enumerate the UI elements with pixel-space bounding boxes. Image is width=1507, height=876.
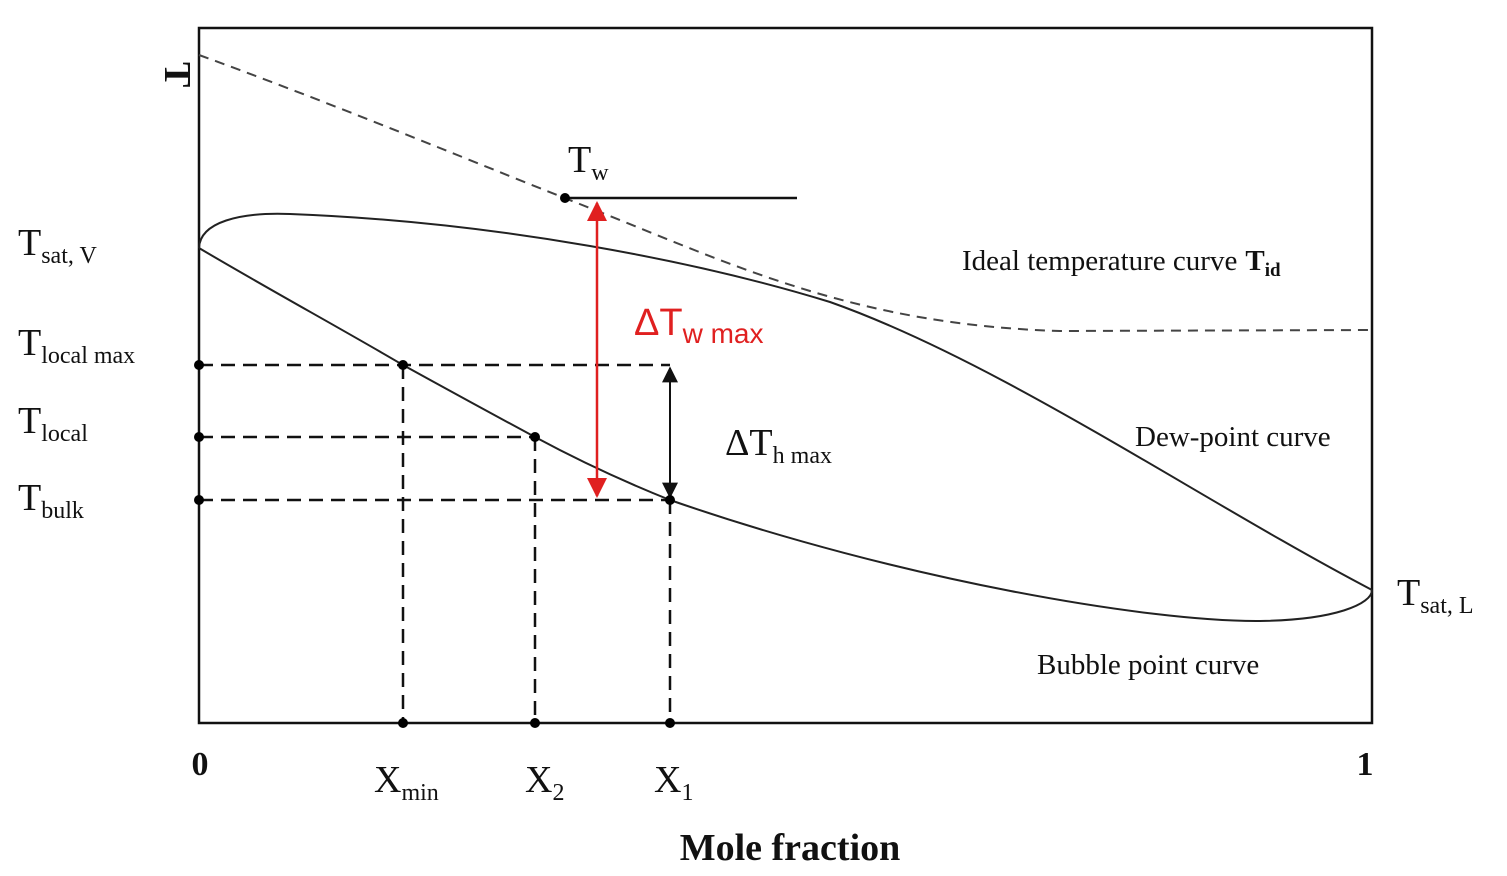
label-part: T [568, 139, 591, 181]
ideal-curve-label: Ideal temperature curve Tid [962, 245, 1281, 281]
left-label: Tlocal [18, 400, 88, 447]
wall-label: Tw [568, 139, 609, 186]
label-part: ΔT [634, 302, 683, 344]
label-part: X [374, 759, 401, 801]
x-start: 0 [192, 746, 209, 783]
label-part: T [18, 477, 41, 519]
label-part: 1 [681, 780, 693, 806]
label-part: T [18, 222, 41, 264]
bubble-curve [198, 247, 1373, 623]
points [194, 193, 675, 728]
label-part: h max [773, 443, 832, 469]
label-part: local max [41, 343, 135, 369]
label-part: w max [682, 318, 764, 349]
bubble-curve-label: Bubble point curve [1037, 649, 1259, 681]
label-part: X [654, 759, 681, 801]
label-part: bulk [41, 498, 84, 524]
x-label: X1 [654, 759, 693, 806]
label-part: T [18, 322, 41, 364]
label-part: w [591, 160, 609, 186]
label-part: min [401, 780, 438, 806]
label-part: sat, L [1420, 593, 1473, 619]
x-label: X2 [525, 759, 564, 806]
label-part: sat, V [41, 243, 97, 269]
label-part: id [1265, 260, 1281, 281]
x-end: 1 [1357, 746, 1374, 783]
x-axis-label: Mole fraction [680, 827, 901, 869]
label-part: T [1397, 572, 1420, 614]
guide-lines [199, 363, 672, 723]
label-part: Ideal temperature curve [962, 245, 1237, 277]
y-axis-label: T [156, 62, 198, 87]
dew-curve-label: Dew-point curve [1135, 421, 1331, 453]
delta-w-label: ΔTw max [634, 302, 764, 349]
label-part: T [1245, 245, 1264, 277]
delta-h-label: ΔTh max [725, 422, 832, 469]
label-part: T [18, 400, 41, 442]
label-part: 2 [552, 780, 564, 806]
dew-curve [198, 212, 1373, 591]
x-label: Xmin [374, 759, 439, 806]
left-label: Tsat, V [18, 222, 97, 269]
label-part: local [41, 421, 88, 447]
label-part: ΔT [725, 422, 773, 464]
plot-frame [197, 26, 1374, 725]
left-label: Tbulk [18, 477, 84, 524]
right-label: Tsat, L [1397, 572, 1474, 619]
label-part: X [525, 759, 552, 801]
left-label: Tlocal max [18, 322, 135, 369]
